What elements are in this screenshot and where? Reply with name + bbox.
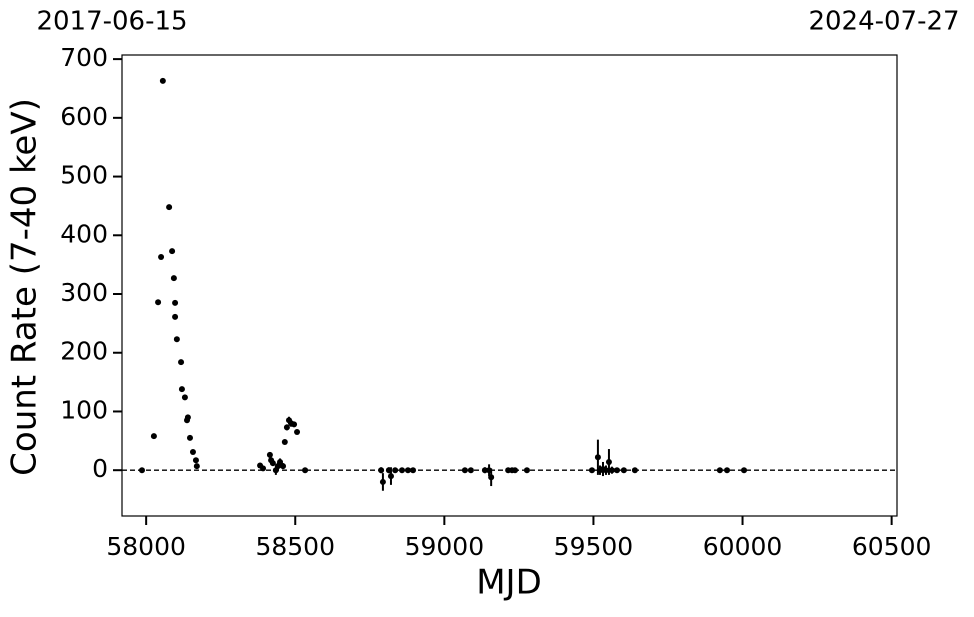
data-point <box>155 299 162 306</box>
data-point <box>260 465 267 472</box>
data-point <box>181 394 188 401</box>
data-point <box>605 458 612 465</box>
data-point <box>594 454 601 461</box>
data-point <box>150 433 157 440</box>
data-point <box>404 467 411 474</box>
data-point <box>283 424 290 431</box>
x-tick-label: 60500 <box>852 532 932 561</box>
data-point <box>620 467 627 474</box>
x-tick-label: 58000 <box>106 532 186 561</box>
data-point <box>588 467 595 474</box>
data-point <box>410 467 417 474</box>
data-point <box>193 463 200 470</box>
data-point <box>277 458 284 465</box>
data-point <box>379 478 386 485</box>
x-axis-label: MJD <box>476 563 542 603</box>
data-point <box>178 386 185 393</box>
data-point <box>186 434 193 441</box>
data-point <box>172 299 179 306</box>
y-tick-label: 100 <box>60 395 108 424</box>
data-point <box>481 467 488 474</box>
data-point <box>269 460 276 467</box>
data-point <box>467 467 474 474</box>
data-point <box>170 275 177 282</box>
y-tick-label: 400 <box>60 219 108 248</box>
data-point <box>512 467 519 474</box>
data-point <box>523 467 530 474</box>
y-tick-label: 0 <box>92 454 108 483</box>
data-point <box>138 467 145 474</box>
y-tick-label: 700 <box>60 43 108 72</box>
x-tick-label: 60000 <box>703 532 783 561</box>
data-point <box>281 439 288 446</box>
data-point <box>399 467 406 474</box>
data-point <box>631 467 638 474</box>
x-tick-label: 58500 <box>255 532 335 561</box>
data-point <box>184 417 191 424</box>
data-point <box>488 474 495 481</box>
plot-frame <box>121 54 898 517</box>
data-point <box>387 473 394 480</box>
data-point <box>173 336 180 343</box>
data-point <box>291 421 298 428</box>
data-point <box>302 467 309 474</box>
data-point <box>172 313 179 320</box>
data-point <box>613 467 620 474</box>
x-tick-label: 59000 <box>405 532 485 561</box>
data-point <box>724 467 731 474</box>
data-point <box>741 467 748 474</box>
top-left-date: 2017-06-15 <box>36 7 187 37</box>
data-point <box>378 467 385 474</box>
top-right-date: 2024-07-27 <box>808 7 959 37</box>
data-point <box>169 248 176 255</box>
data-point <box>166 204 173 211</box>
y-tick-label: 200 <box>60 337 108 366</box>
data-point <box>716 467 723 474</box>
x-tick-label: 59500 <box>554 532 634 561</box>
data-point <box>392 467 399 474</box>
y-tick-label: 500 <box>60 161 108 190</box>
data-point <box>602 467 609 474</box>
data-point <box>192 457 199 464</box>
data-point <box>461 467 468 474</box>
data-point <box>266 451 273 458</box>
y-tick-label: 300 <box>60 278 108 307</box>
data-point <box>294 429 301 436</box>
data-point <box>178 359 185 366</box>
data-point <box>189 448 196 455</box>
data-point <box>280 463 287 470</box>
data-point <box>159 77 166 84</box>
y-tick-label: 600 <box>60 102 108 131</box>
y-axis-label: Count Rate (7-40 keV) <box>5 98 45 476</box>
data-point <box>158 254 165 261</box>
data-point <box>608 467 615 474</box>
